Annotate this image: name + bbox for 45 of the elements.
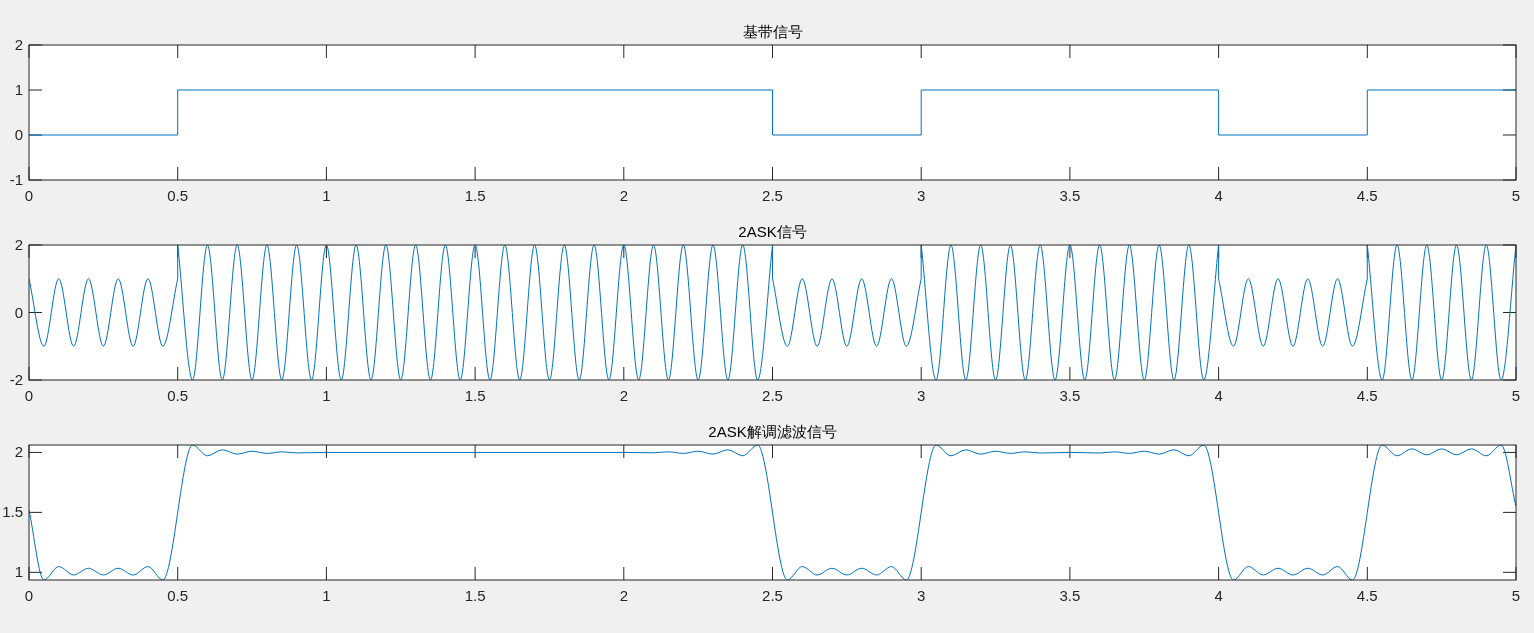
x-tick-label: 5 <box>1511 187 1521 204</box>
chart-title: 2ASK解调滤波信号 <box>708 423 837 440</box>
x-tick-label: 1.5 <box>464 587 486 604</box>
y-tick-label: 0 <box>14 303 23 321</box>
y-tick-label: 1.5 <box>2 503 23 521</box>
x-tick-label: 1.5 <box>464 187 486 204</box>
y-tick-label: 1 <box>14 563 23 581</box>
x-tick-label: 0.5 <box>167 587 189 604</box>
x-tick-label: 3 <box>917 187 926 204</box>
x-tick-label: 4.5 <box>1356 387 1378 404</box>
x-tick-label: 4 <box>1214 187 1223 204</box>
x-tick-label: 0.5 <box>167 187 189 204</box>
x-tick-label: 2.5 <box>762 387 783 404</box>
x-tick-label: 1 <box>322 587 331 604</box>
chart-title: 基带信号 <box>742 23 803 40</box>
x-tick-label: 1.5 <box>464 387 486 404</box>
x-tick-label: 3.5 <box>1059 587 1081 604</box>
x-tick-label: 0.5 <box>167 387 189 404</box>
x-tick-label: 2 <box>619 187 628 204</box>
x-tick-label: 3.5 <box>1059 387 1081 404</box>
x-tick-label: 5 <box>1511 387 1521 404</box>
y-tick-label: 2 <box>14 236 23 253</box>
x-tick-label: 2 <box>619 587 628 604</box>
x-tick-label: 1 <box>322 387 331 404</box>
x-tick-label: 4 <box>1214 387 1223 404</box>
x-tick-label: 4.5 <box>1356 187 1378 204</box>
x-tick-label: 4.5 <box>1356 587 1378 604</box>
y-tick-label: 2 <box>14 443 23 461</box>
x-tick-label: 2.5 <box>762 587 783 604</box>
y-tick-label: -1 <box>9 171 23 188</box>
line-series <box>29 245 1516 380</box>
x-tick-label: 1 <box>322 187 331 204</box>
x-tick-label: 2.5 <box>762 187 783 204</box>
x-tick-label: 5 <box>1511 587 1521 604</box>
line-series <box>29 445 1516 580</box>
x-tick-label: 3.5 <box>1059 187 1081 204</box>
x-tick-label: 2 <box>619 387 628 404</box>
x-tick-label: 4 <box>1214 587 1223 604</box>
y-tick-label: 1 <box>14 81 23 98</box>
chart-title: 2ASK信号 <box>738 223 807 240</box>
y-tick-label: 0 <box>14 126 23 143</box>
x-tick-label: 3 <box>917 387 926 404</box>
y-tick-label: -2 <box>9 371 23 388</box>
x-tick-label: 3 <box>917 587 926 604</box>
y-tick-label: 2 <box>14 36 23 53</box>
